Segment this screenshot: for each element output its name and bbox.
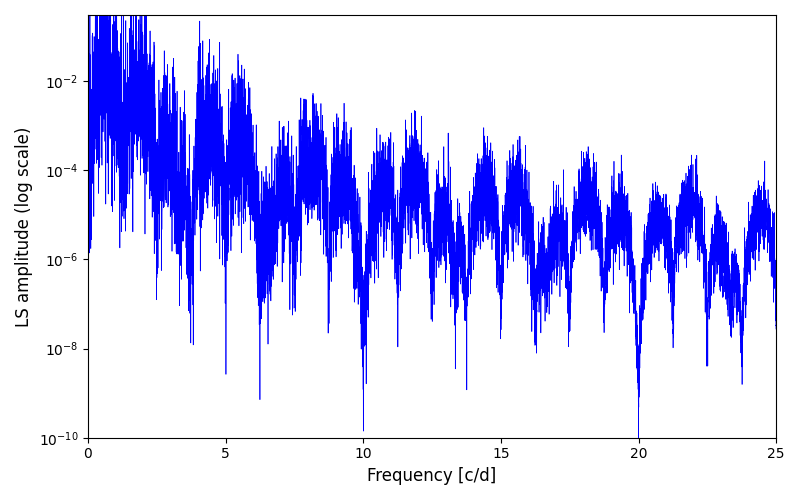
X-axis label: Frequency [c/d]: Frequency [c/d]: [367, 467, 497, 485]
Y-axis label: LS amplitude (log scale): LS amplitude (log scale): [15, 126, 33, 326]
